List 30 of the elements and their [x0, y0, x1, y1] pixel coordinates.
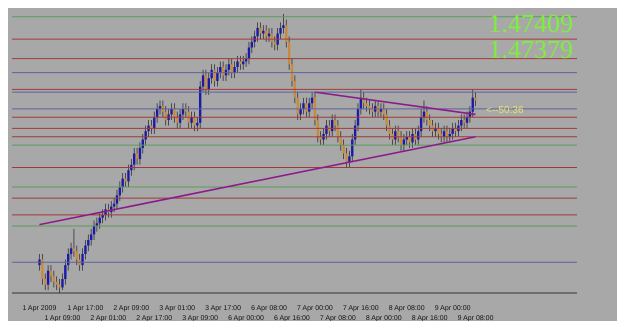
candlestick [437, 122, 440, 140]
candlestick [58, 278, 61, 293]
candlestick [474, 92, 477, 106]
candlestick [270, 28, 274, 48]
candlestick [230, 58, 233, 79]
candlestick [259, 22, 262, 40]
candlestick [408, 130, 411, 148]
candlestick [46, 264, 50, 291]
candlestick [264, 24, 268, 42]
candlestick [239, 56, 242, 70]
text: 1.47409 [488, 9, 573, 38]
candlestick [222, 61, 224, 82]
candlestick [446, 125, 448, 143]
candlestick [330, 114, 334, 138]
candlestick [242, 56, 244, 70]
candlestick [442, 125, 446, 143]
text: 1.47379 [488, 35, 573, 64]
candlestick [188, 106, 190, 129]
candlestick [402, 134, 406, 152]
candlestick [462, 114, 466, 129]
candlestick [98, 212, 101, 230]
candlestick [150, 120, 153, 134]
candlestick [204, 69, 208, 96]
candlestick [193, 111, 196, 132]
candlestick [394, 125, 396, 146]
candlestick [136, 148, 138, 166]
candlestick [190, 111, 193, 129]
candlestick [124, 172, 127, 188]
candlestick [262, 24, 265, 40]
candlestick [451, 122, 454, 140]
